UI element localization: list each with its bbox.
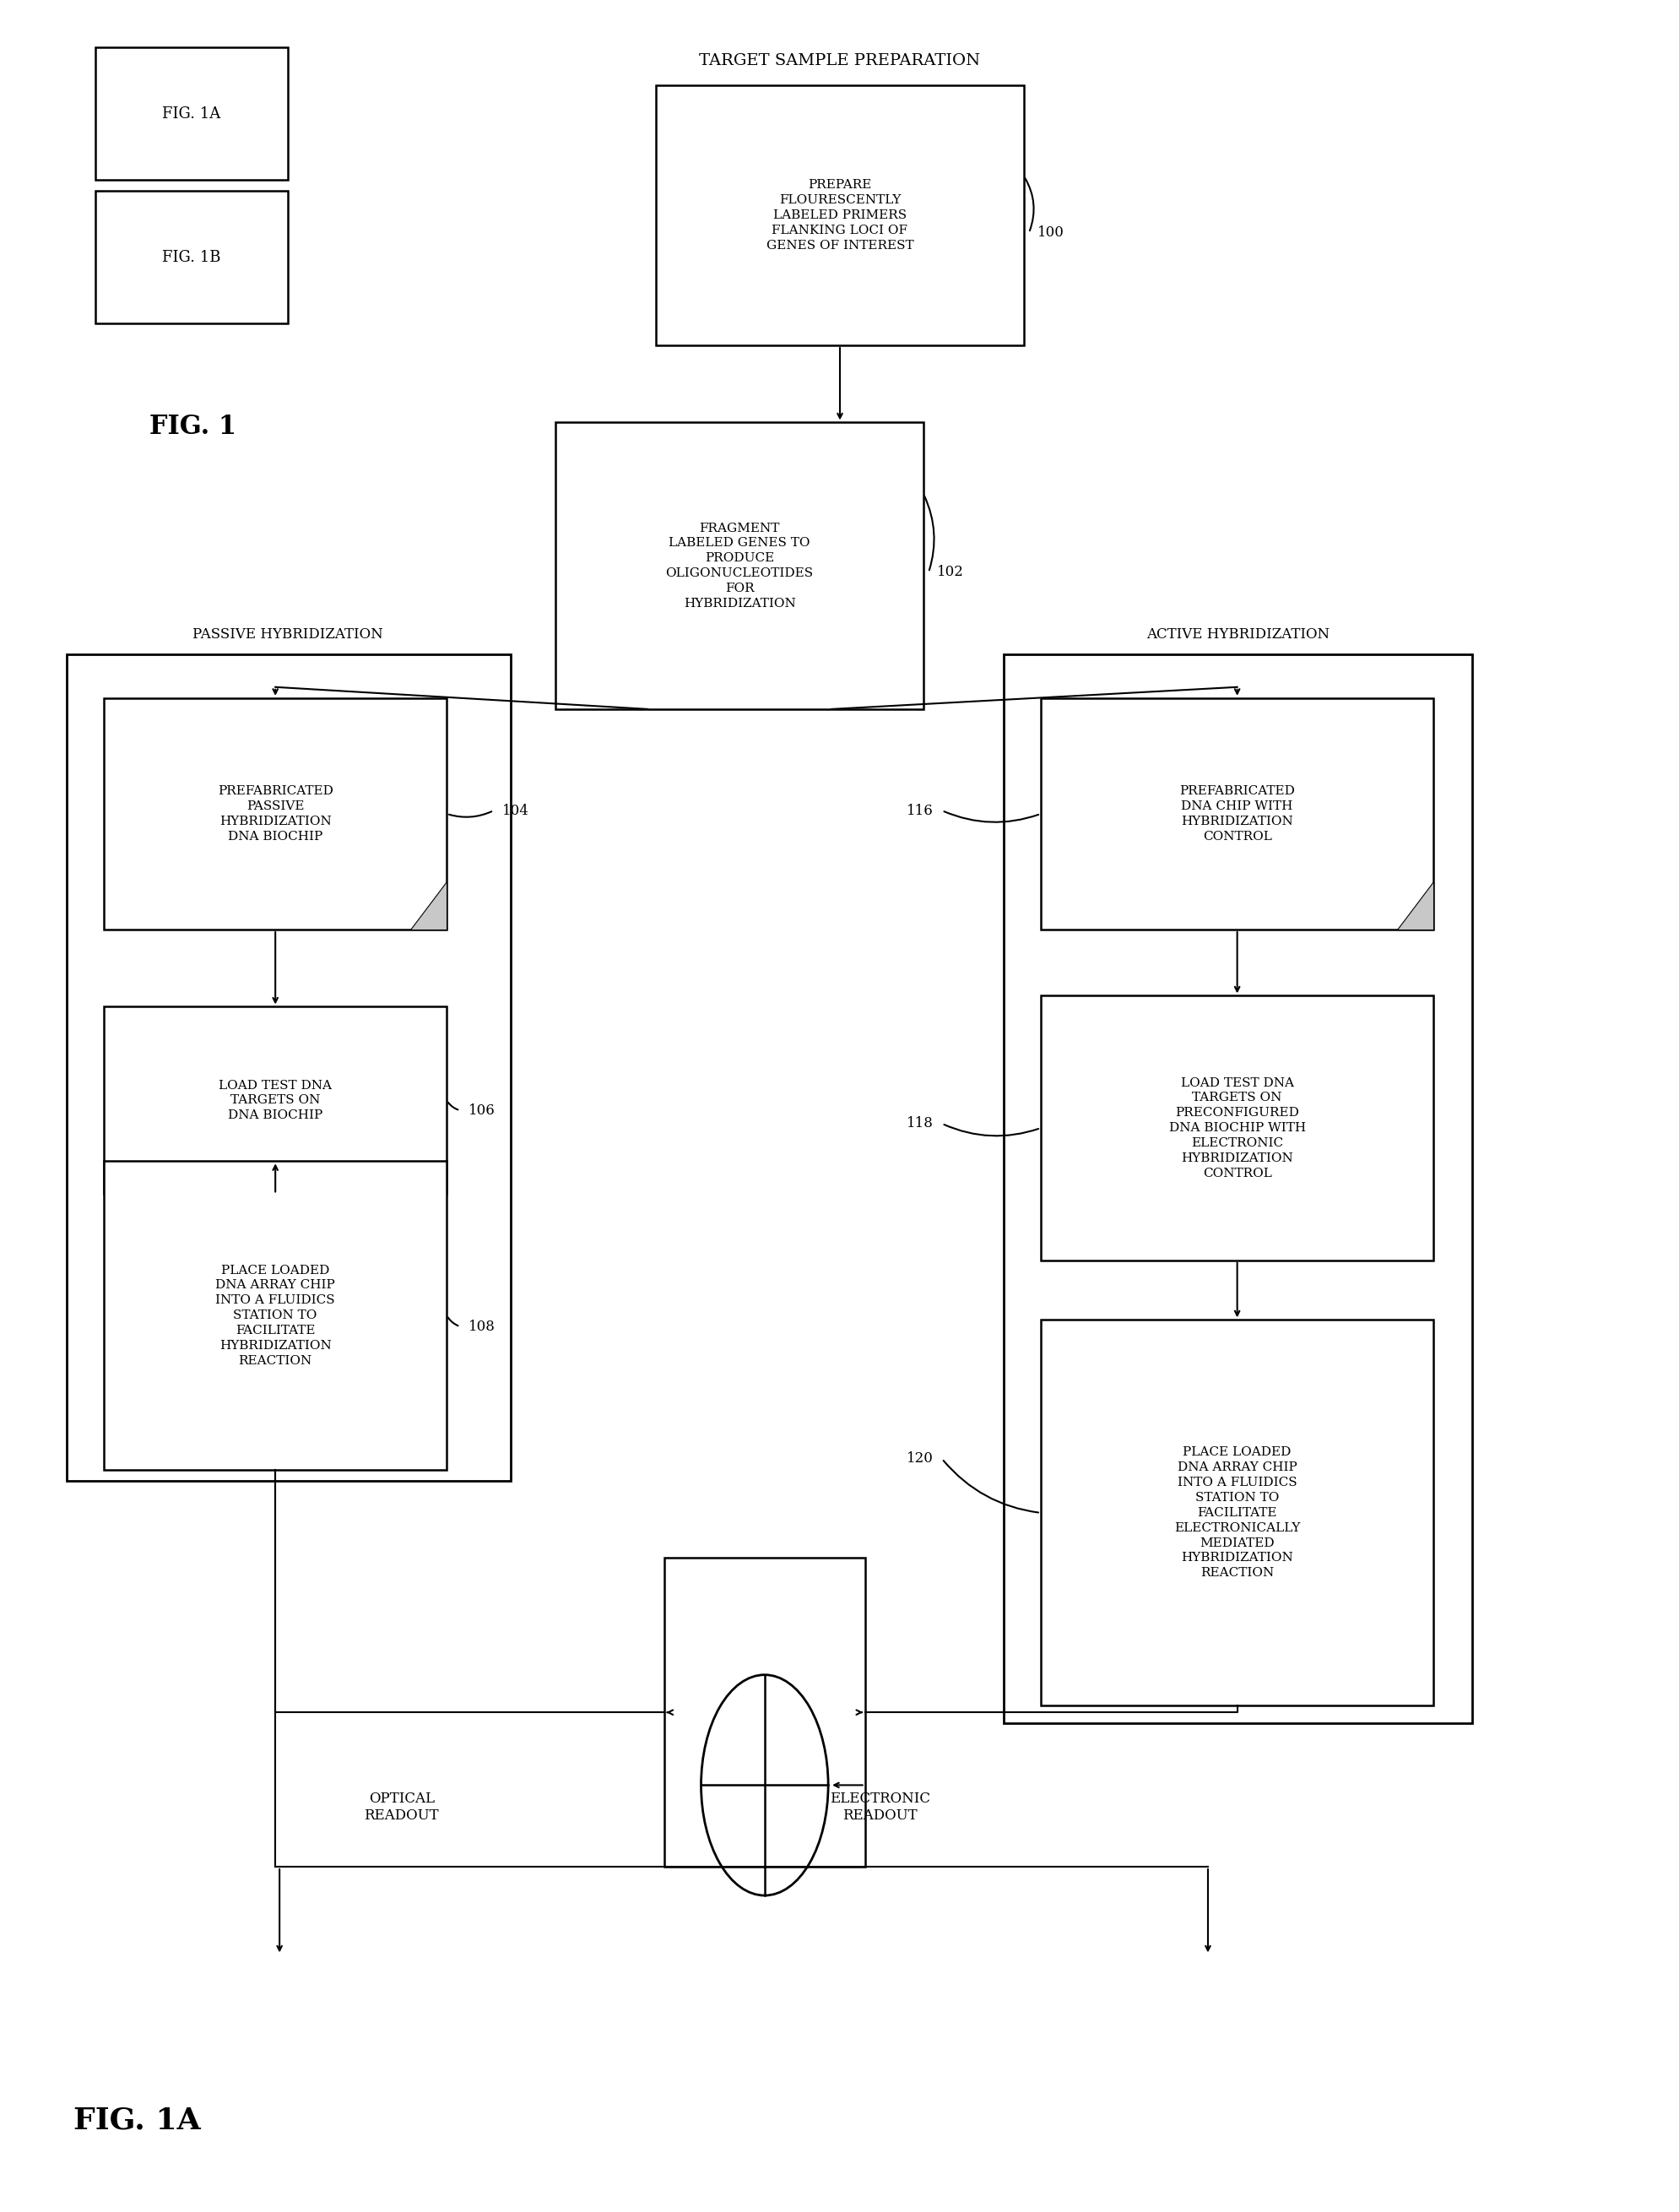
Bar xyxy=(104,1161,447,1469)
Bar xyxy=(655,84,1024,345)
Text: FIG. 1A: FIG. 1A xyxy=(163,106,222,122)
Polygon shape xyxy=(1397,880,1434,929)
Text: 120: 120 xyxy=(907,1451,934,1467)
Text: ACTIVE HYBRIDIZATION: ACTIVE HYBRIDIZATION xyxy=(1145,626,1330,641)
Bar xyxy=(96,49,287,179)
Text: 106: 106 xyxy=(468,1104,495,1117)
Text: FRAGMENT
LABELED GENES TO
PRODUCE
OLIGONUCLEOTIDES
FOR
HYBRIDIZATION: FRAGMENT LABELED GENES TO PRODUCE OLIGON… xyxy=(665,522,813,608)
Bar xyxy=(1039,995,1434,1261)
Text: LOAD TEST DNA
TARGETS ON
PRECONFIGURED
DNA BIOCHIP WITH
ELECTRONIC
HYBRIDIZATION: LOAD TEST DNA TARGETS ON PRECONFIGURED D… xyxy=(1169,1077,1305,1179)
Text: PLACE LOADED
DNA ARRAY CHIP
INTO A FLUIDICS
STATION TO
FACILITATE
HYBRIDIZATION
: PLACE LOADED DNA ARRAY CHIP INTO A FLUID… xyxy=(215,1265,336,1367)
Text: 104: 104 xyxy=(502,803,529,818)
Text: PREFABRICATED
DNA CHIP WITH
HYBRIDIZATION
CONTROL: PREFABRICATED DNA CHIP WITH HYBRIDIZATIO… xyxy=(1179,785,1295,843)
Bar xyxy=(67,655,510,1480)
Text: FIG. 1B: FIG. 1B xyxy=(163,250,222,265)
Polygon shape xyxy=(410,880,447,929)
Text: 102: 102 xyxy=(937,566,964,580)
Bar xyxy=(663,1557,865,1867)
Text: PASSIVE HYBRIDIZATION: PASSIVE HYBRIDIZATION xyxy=(193,626,383,641)
Text: ELECTRONIC
READOUT: ELECTRONIC READOUT xyxy=(829,1792,930,1823)
Text: OPTICAL
READOUT: OPTICAL READOUT xyxy=(364,1792,438,1823)
Text: LOAD TEST DNA
TARGETS ON
DNA BIOCHIP: LOAD TEST DNA TARGETS ON DNA BIOCHIP xyxy=(218,1079,332,1121)
Text: 118: 118 xyxy=(907,1117,934,1130)
Bar xyxy=(1039,699,1434,929)
Bar xyxy=(104,699,447,929)
Text: 116: 116 xyxy=(907,803,934,818)
Text: PREFABRICATED
PASSIVE
HYBRIDIZATION
DNA BIOCHIP: PREFABRICATED PASSIVE HYBRIDIZATION DNA … xyxy=(218,785,332,843)
Text: PREPARE
FLOURESCENTLY
LABELED PRIMERS
FLANKING LOCI OF
GENES OF INTEREST: PREPARE FLOURESCENTLY LABELED PRIMERS FL… xyxy=(766,179,913,252)
Text: TARGET SAMPLE PREPARATION: TARGET SAMPLE PREPARATION xyxy=(698,53,981,69)
Text: PLACE LOADED
DNA ARRAY CHIP
INTO A FLUIDICS
STATION TO
FACILITATE
ELECTRONICALLY: PLACE LOADED DNA ARRAY CHIP INTO A FLUID… xyxy=(1174,1447,1300,1579)
Bar xyxy=(1004,655,1471,1723)
Bar xyxy=(96,190,287,323)
Text: FIG. 1: FIG. 1 xyxy=(149,414,235,440)
Bar xyxy=(104,1006,447,1194)
Text: FIG. 1A: FIG. 1A xyxy=(74,2106,201,2135)
Bar xyxy=(556,422,923,710)
Text: 100: 100 xyxy=(1038,226,1064,241)
Text: 108: 108 xyxy=(468,1318,495,1334)
Bar xyxy=(1039,1321,1434,1705)
